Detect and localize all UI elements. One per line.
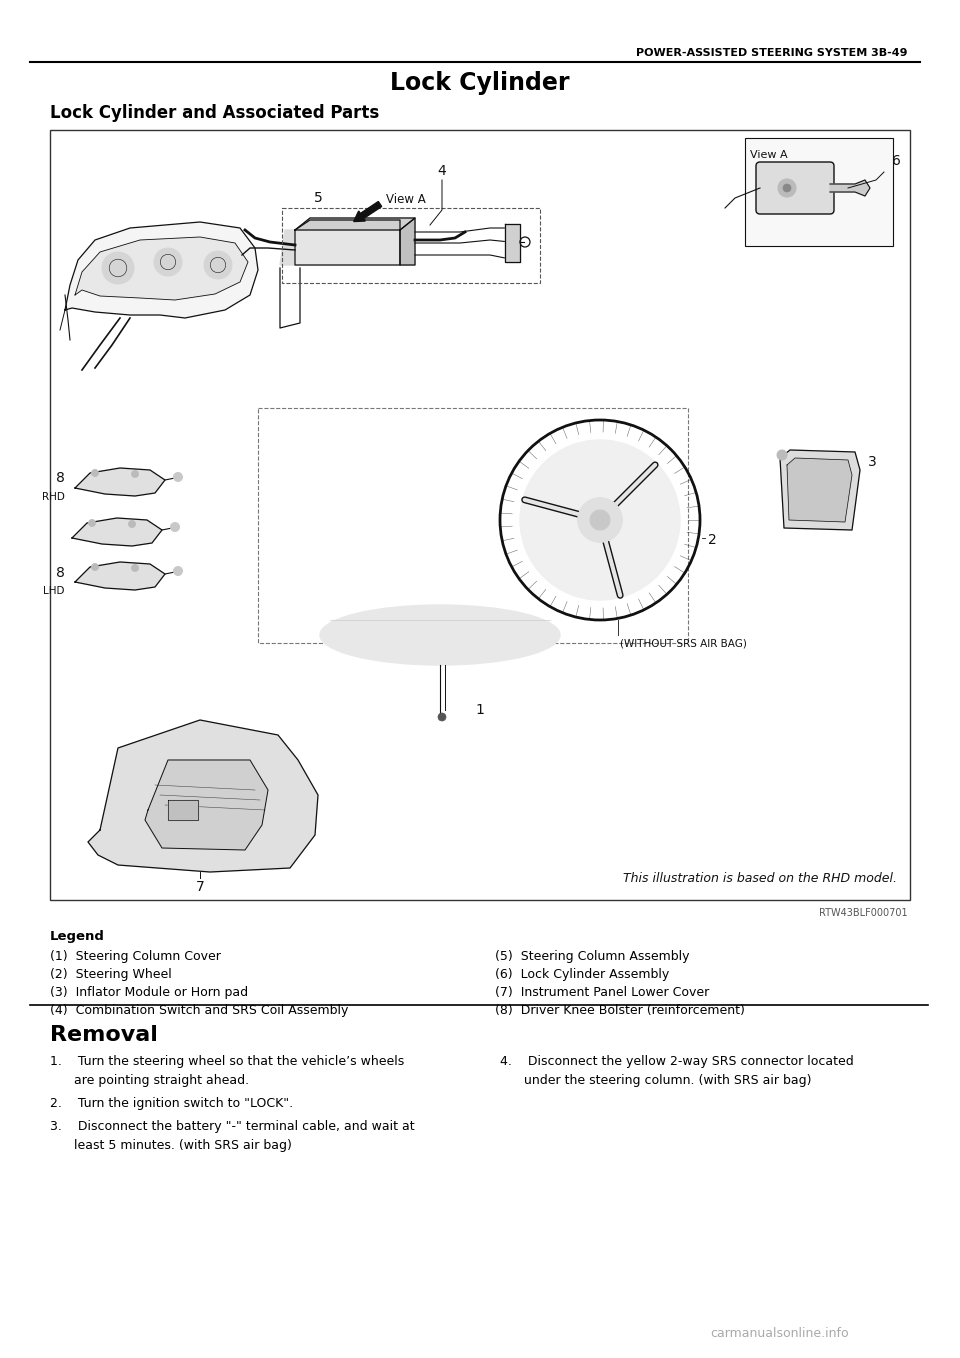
Text: (7)  Instrument Panel Lower Cover: (7) Instrument Panel Lower Cover: [495, 986, 709, 999]
Text: (5)  Steering Column Assembly: (5) Steering Column Assembly: [495, 951, 689, 963]
Circle shape: [578, 498, 622, 542]
Text: (4)  Combination Switch and SRS Coil Assembly: (4) Combination Switch and SRS Coil Asse…: [50, 1004, 348, 1017]
Circle shape: [174, 566, 182, 576]
Text: (WITHOUT SRS AIR BAG): (WITHOUT SRS AIR BAG): [620, 638, 747, 648]
Bar: [258, 407, 688, 642]
Polygon shape: [145, 760, 268, 850]
Text: 4: 4: [438, 164, 446, 178]
Text: 7: 7: [196, 880, 204, 894]
Polygon shape: [75, 469, 165, 496]
Polygon shape: [75, 562, 165, 589]
Text: View A: View A: [750, 149, 787, 160]
Text: are pointing straight ahead.: are pointing straight ahead.: [50, 1074, 250, 1086]
Circle shape: [438, 713, 446, 721]
Text: carmanualsonline.info: carmanualsonline.info: [710, 1327, 850, 1340]
Ellipse shape: [320, 606, 560, 665]
Text: (3)  Inflator Module or Horn pad: (3) Inflator Module or Horn pad: [50, 986, 248, 999]
Text: 1: 1: [475, 703, 484, 717]
Polygon shape: [65, 221, 258, 318]
Circle shape: [88, 520, 95, 527]
Text: Removal: Removal: [50, 1025, 157, 1046]
Text: 5: 5: [314, 191, 323, 205]
Circle shape: [132, 565, 138, 572]
Text: 2.    Turn the ignition switch to "LOCK".: 2. Turn the ignition switch to "LOCK".: [50, 1097, 293, 1109]
Text: RTW43BLF000701: RTW43BLF000701: [820, 909, 908, 918]
Polygon shape: [88, 720, 318, 872]
Polygon shape: [295, 219, 415, 230]
Text: Legend: Legend: [50, 930, 105, 942]
Polygon shape: [168, 800, 198, 820]
Circle shape: [91, 470, 99, 477]
Polygon shape: [780, 449, 860, 530]
Bar: [282, 208, 540, 282]
Circle shape: [590, 511, 610, 530]
Text: (2)  Steering Wheel: (2) Steering Wheel: [50, 968, 172, 980]
Circle shape: [778, 179, 796, 197]
Text: This illustration is based on the RHD model.: This illustration is based on the RHD mo…: [623, 872, 897, 885]
Circle shape: [783, 183, 791, 191]
Polygon shape: [72, 517, 162, 546]
Text: Lock Cylinder: Lock Cylinder: [391, 71, 569, 95]
Circle shape: [102, 253, 134, 284]
Polygon shape: [280, 230, 300, 265]
Circle shape: [777, 449, 787, 460]
Text: 8: 8: [56, 471, 65, 485]
Text: 8: 8: [56, 566, 65, 580]
Text: under the steering column. (with SRS air bag): under the steering column. (with SRS air…: [500, 1074, 811, 1086]
Circle shape: [171, 523, 180, 531]
Polygon shape: [75, 238, 248, 300]
Polygon shape: [400, 219, 415, 265]
Text: (1)  Steering Column Cover: (1) Steering Column Cover: [50, 951, 221, 963]
Text: POWER-ASSISTED STEERING SYSTEM 3B-49: POWER-ASSISTED STEERING SYSTEM 3B-49: [636, 48, 908, 58]
Text: View A: View A: [386, 193, 425, 206]
Text: 3.    Disconnect the battery "-" terminal cable, and wait at: 3. Disconnect the battery "-" terminal c…: [50, 1120, 415, 1133]
Text: LHD: LHD: [43, 587, 65, 596]
Bar: [50, 130, 910, 900]
Polygon shape: [830, 181, 870, 196]
Text: Lock Cylinder and Associated Parts: Lock Cylinder and Associated Parts: [50, 105, 379, 122]
Circle shape: [520, 440, 680, 600]
Polygon shape: [295, 220, 400, 265]
Text: (8)  Driver Knee Bolster (reinforcement): (8) Driver Knee Bolster (reinforcement): [495, 1004, 745, 1017]
Circle shape: [154, 249, 182, 276]
Circle shape: [204, 251, 232, 278]
Text: (6)  Lock Cylinder Assembly: (6) Lock Cylinder Assembly: [495, 968, 669, 980]
Text: 4.    Disconnect the yellow 2-way SRS connector located: 4. Disconnect the yellow 2-way SRS conne…: [500, 1055, 853, 1067]
Polygon shape: [505, 224, 520, 262]
FancyBboxPatch shape: [756, 162, 834, 215]
Text: 1.    Turn the steering wheel so that the vehicle’s wheels: 1. Turn the steering wheel so that the v…: [50, 1055, 404, 1067]
Text: 2: 2: [708, 532, 717, 547]
Circle shape: [91, 564, 99, 570]
Text: 3: 3: [868, 455, 876, 469]
Circle shape: [129, 520, 135, 527]
Polygon shape: [787, 458, 852, 521]
Text: least 5 minutes. (with SRS air bag): least 5 minutes. (with SRS air bag): [50, 1139, 292, 1152]
Bar: [745, 139, 893, 246]
Circle shape: [174, 473, 182, 482]
Text: 6: 6: [892, 153, 900, 168]
Circle shape: [132, 470, 138, 478]
Text: RHD: RHD: [42, 492, 65, 502]
FancyArrow shape: [353, 201, 382, 221]
